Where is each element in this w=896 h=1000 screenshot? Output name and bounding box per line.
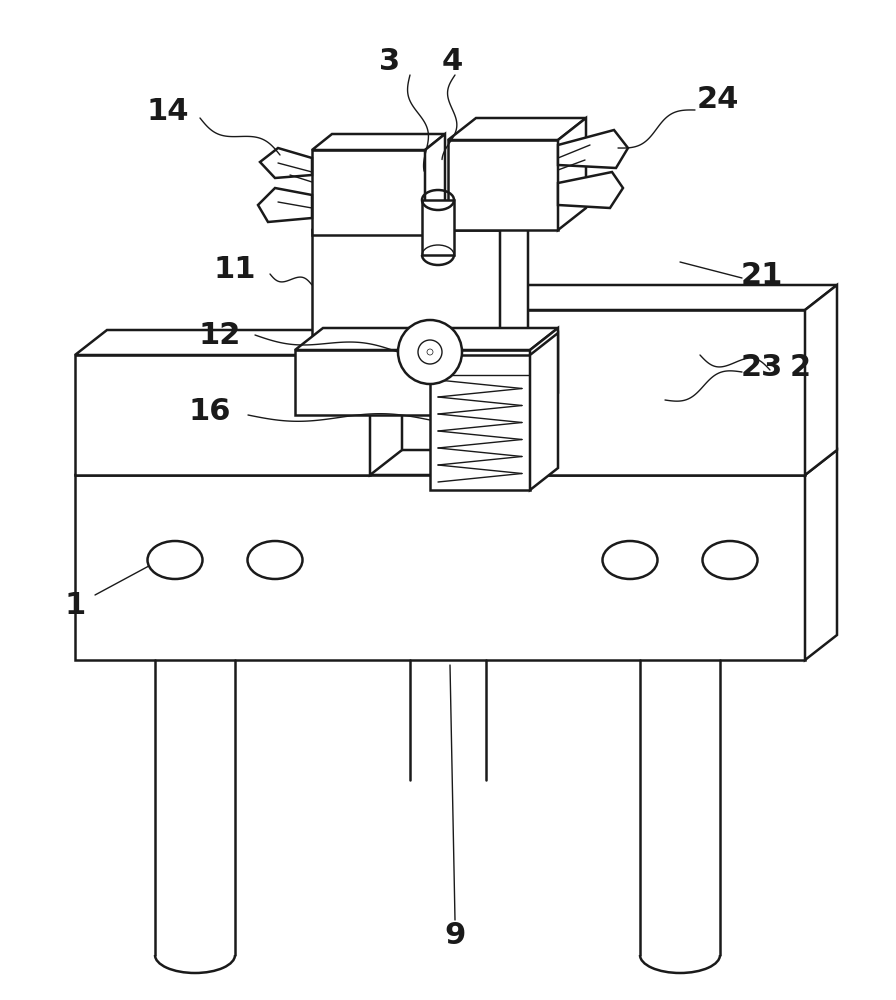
Polygon shape bbox=[805, 285, 837, 475]
Polygon shape bbox=[558, 130, 628, 168]
Polygon shape bbox=[530, 333, 558, 490]
Polygon shape bbox=[258, 188, 312, 222]
Bar bbox=[430, 355, 530, 490]
Polygon shape bbox=[295, 328, 558, 350]
Polygon shape bbox=[530, 328, 558, 415]
Polygon shape bbox=[558, 172, 623, 208]
Text: 2: 2 bbox=[789, 354, 811, 382]
Bar bbox=[312, 150, 425, 235]
Polygon shape bbox=[260, 148, 312, 178]
Polygon shape bbox=[558, 118, 586, 230]
Circle shape bbox=[427, 349, 433, 355]
Polygon shape bbox=[75, 450, 837, 475]
Polygon shape bbox=[75, 330, 402, 355]
Text: 21: 21 bbox=[741, 260, 783, 290]
Bar bbox=[448, 140, 558, 230]
Bar bbox=[75, 355, 370, 475]
Bar bbox=[492, 310, 805, 475]
Text: 11: 11 bbox=[214, 255, 256, 284]
Ellipse shape bbox=[602, 541, 658, 579]
Circle shape bbox=[398, 320, 462, 384]
Polygon shape bbox=[500, 208, 528, 355]
Text: 14: 14 bbox=[147, 98, 189, 126]
Polygon shape bbox=[805, 450, 837, 660]
Ellipse shape bbox=[702, 541, 757, 579]
Text: 12: 12 bbox=[199, 320, 241, 350]
Polygon shape bbox=[312, 134, 445, 150]
Text: 16: 16 bbox=[189, 397, 231, 426]
Text: 4: 4 bbox=[442, 47, 462, 77]
Text: 9: 9 bbox=[444, 920, 466, 950]
Polygon shape bbox=[448, 118, 586, 140]
Bar bbox=[295, 350, 530, 415]
Text: 3: 3 bbox=[379, 47, 401, 77]
Circle shape bbox=[418, 340, 442, 364]
Ellipse shape bbox=[148, 541, 202, 579]
Polygon shape bbox=[370, 330, 402, 475]
Bar bbox=[422, 200, 454, 255]
Polygon shape bbox=[492, 285, 837, 310]
Text: 1: 1 bbox=[65, 590, 86, 619]
Text: 23: 23 bbox=[741, 354, 783, 382]
Polygon shape bbox=[425, 134, 445, 235]
Polygon shape bbox=[312, 208, 528, 230]
Text: 24: 24 bbox=[697, 86, 739, 114]
Bar bbox=[75, 475, 805, 660]
Ellipse shape bbox=[247, 541, 303, 579]
Bar bbox=[312, 230, 500, 355]
